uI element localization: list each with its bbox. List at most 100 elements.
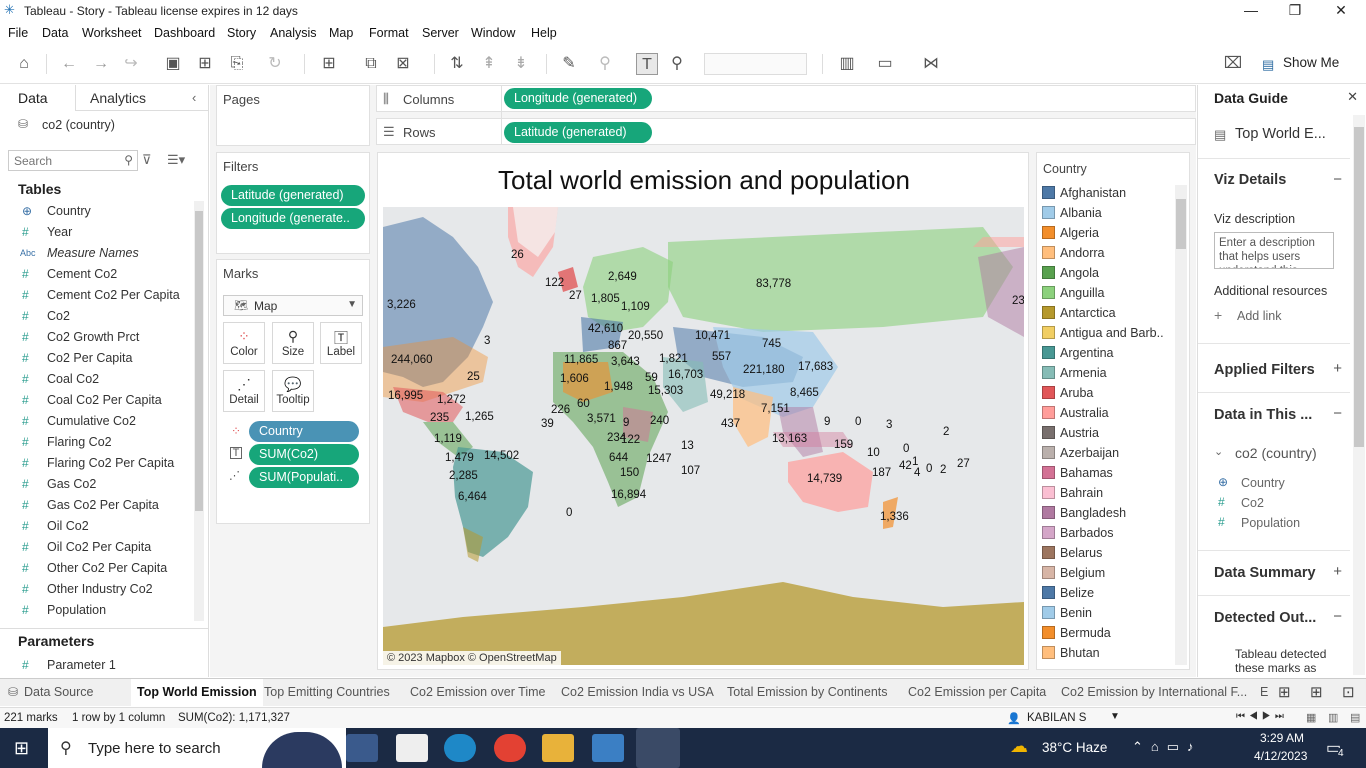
new-story-tab-icon[interactable]: ⊡ [1342, 684, 1355, 701]
map-value-label[interactable]: 150 [620, 467, 640, 479]
map-value-label[interactable]: 6,464 [458, 491, 487, 503]
legend-item[interactable]: Bahrain [1042, 483, 1177, 503]
rows-pill[interactable]: Latitude (generated) [504, 122, 652, 143]
show-cards-icon[interactable]: ▥ [839, 55, 855, 72]
data-in-this-heading[interactable]: Data in This ... [1214, 407, 1313, 423]
tab-co2-emission-over-time[interactable]: Co2 Emission over Time [410, 685, 546, 699]
mail-icon[interactable] [396, 734, 428, 762]
map-value-label[interactable]: 437 [721, 418, 741, 430]
save-icon[interactable]: ▣ [165, 55, 181, 72]
map-value-label[interactable]: 10,471 [695, 330, 731, 342]
legend-item[interactable]: Belgium [1042, 563, 1177, 583]
map-value-label[interactable]: 0 [926, 463, 933, 475]
field-item[interactable]: Abc Measure Names [0, 243, 190, 264]
filter-pill-longitude[interactable]: Longitude (generate.. [221, 208, 365, 229]
clear-sheet-icon[interactable]: ⊠ [396, 55, 410, 72]
home-icon[interactable]: ⌂ [19, 55, 29, 72]
share-icon[interactable]: ⋈ [923, 55, 939, 72]
map-value-label[interactable]: 42 [899, 460, 912, 472]
field-item[interactable]: # Co2 Per Capita [0, 348, 190, 369]
map-value-label[interactable]: 1,805 [591, 293, 620, 305]
legend-item[interactable]: Albania [1042, 203, 1177, 223]
user-name[interactable]: KABILAN S [1027, 712, 1087, 724]
viz-description-input[interactable]: Enter a description that helps users und… [1214, 232, 1334, 269]
map-value-label[interactable]: 1,119 [434, 433, 462, 445]
menu-story[interactable]: Story [227, 26, 257, 40]
legend-item[interactable]: Antarctica [1042, 303, 1177, 323]
clock-date[interactable]: 4/12/2023 [1254, 749, 1308, 763]
new-dashboard-tab-icon[interactable]: ⊞ [1310, 684, 1323, 701]
filmstrip-icon[interactable]: ▥ [1328, 712, 1339, 724]
field-item[interactable]: # Cumulative Co2 [0, 411, 190, 432]
map-value-label[interactable]: 1,821 [659, 353, 688, 365]
legend-item[interactable]: Bangladesh [1042, 503, 1177, 523]
map-value-label[interactable]: 1 [912, 456, 919, 468]
new-worksheet-tab-icon[interactable]: ⊞ [1278, 684, 1291, 701]
map-value-label[interactable]: 26 [511, 249, 524, 261]
map-value-label[interactable]: 1247 [646, 453, 672, 465]
map-value-label[interactable]: 122 [545, 277, 565, 289]
tab-overflow[interactable]: E [1260, 685, 1269, 699]
map-value-label[interactable]: 226 [551, 404, 571, 416]
map-value-label[interactable]: 9 [623, 417, 630, 429]
map-value-label[interactable]: 2,285 [449, 470, 478, 482]
map-value-label[interactable]: 187 [872, 467, 892, 479]
menu-window[interactable]: Window [471, 26, 516, 40]
swap-icon[interactable]: ⇅ [450, 55, 464, 72]
map-value-label[interactable]: 4 [914, 467, 921, 479]
map-value-label[interactable]: 16,894 [611, 489, 647, 501]
detail-pill-population[interactable]: SUM(Populati.. [249, 467, 359, 488]
field-item[interactable]: ⊕ Country [0, 201, 190, 222]
map-value-label[interactable]: 59 [645, 372, 658, 384]
refresh-icon[interactable]: ↻ [268, 55, 282, 72]
field-item[interactable]: # Population [0, 600, 190, 621]
tab-data[interactable]: Data [0, 85, 76, 111]
menu-file[interactable]: File [8, 26, 29, 40]
weather-text[interactable]: 38°C Haze [1042, 740, 1108, 755]
chevron-down-icon[interactable]: ⌄ [1214, 446, 1224, 458]
view-options-icon[interactable]: ☰▾ [167, 152, 186, 167]
legend-item[interactable]: Belarus [1042, 543, 1177, 563]
tableau-taskbar-icon[interactable] [636, 728, 680, 768]
edge-icon[interactable] [444, 734, 476, 762]
menu-data[interactable]: Data [42, 26, 69, 40]
search-input[interactable] [9, 151, 115, 170]
chrome-icon[interactable] [494, 734, 526, 762]
tooltip-button[interactable]: 💬 Tooltip [272, 370, 314, 412]
map-value-label[interactable]: 15,303 [648, 385, 684, 397]
legend-item[interactable]: Australia [1042, 403, 1177, 423]
map-value-label[interactable]: 9 [824, 416, 831, 428]
map-value-label[interactable]: 244,060 [391, 354, 433, 366]
map-value-label[interactable]: 39 [541, 418, 554, 430]
map-value-label[interactable]: 1,109 [621, 301, 650, 313]
tabs-view-icon[interactable]: ▤ [1350, 712, 1361, 724]
map-value-label[interactable]: 3 [886, 419, 893, 431]
field-item[interactable]: # Co2 Growth Prct [0, 327, 190, 348]
tab-co2-india-vs-usa[interactable]: Co2 Emission India vs USA [561, 685, 714, 699]
field-item[interactable]: # Flaring Co2 Per Capita [0, 453, 190, 474]
color-button[interactable]: ⁘ Color [223, 322, 265, 364]
map-value-label[interactable]: 221,180 [743, 364, 785, 376]
map-value-label[interactable]: 3,643 [611, 356, 640, 368]
fit-dropdown[interactable] [704, 53, 807, 75]
map-value-label[interactable]: 2 [943, 426, 950, 438]
clock-time[interactable]: 3:29 AM [1260, 731, 1305, 745]
tab-data-source[interactable]: Data Source [24, 685, 94, 699]
viz-details-heading[interactable]: Viz Details [1214, 172, 1287, 188]
map-value-label[interactable]: 10 [867, 447, 880, 459]
map-value-label[interactable]: 8,465 [790, 387, 819, 399]
legend-item[interactable]: Algeria [1042, 223, 1177, 243]
map-value-label[interactable]: 16,703 [668, 369, 704, 381]
map-value-label[interactable]: 557 [712, 351, 732, 363]
filter-pill-latitude[interactable]: Latitude (generated) [221, 185, 365, 206]
legend-item[interactable]: Argentina [1042, 343, 1177, 363]
new-worksheet-icon[interactable]: ⊞ [322, 55, 336, 72]
map-value-label[interactable]: 745 [762, 338, 782, 350]
columns-pill[interactable]: Longitude (generated) [504, 88, 652, 109]
color-pill-country[interactable]: Country [249, 421, 359, 442]
field-item[interactable]: # Oil Co2 [0, 516, 190, 537]
tab-analytics[interactable]: Analytics [90, 90, 147, 106]
menu-analysis[interactable]: Analysis [270, 26, 317, 40]
legend-item[interactable]: Benin [1042, 603, 1177, 623]
map-value-label[interactable]: 3,226 [387, 299, 416, 311]
